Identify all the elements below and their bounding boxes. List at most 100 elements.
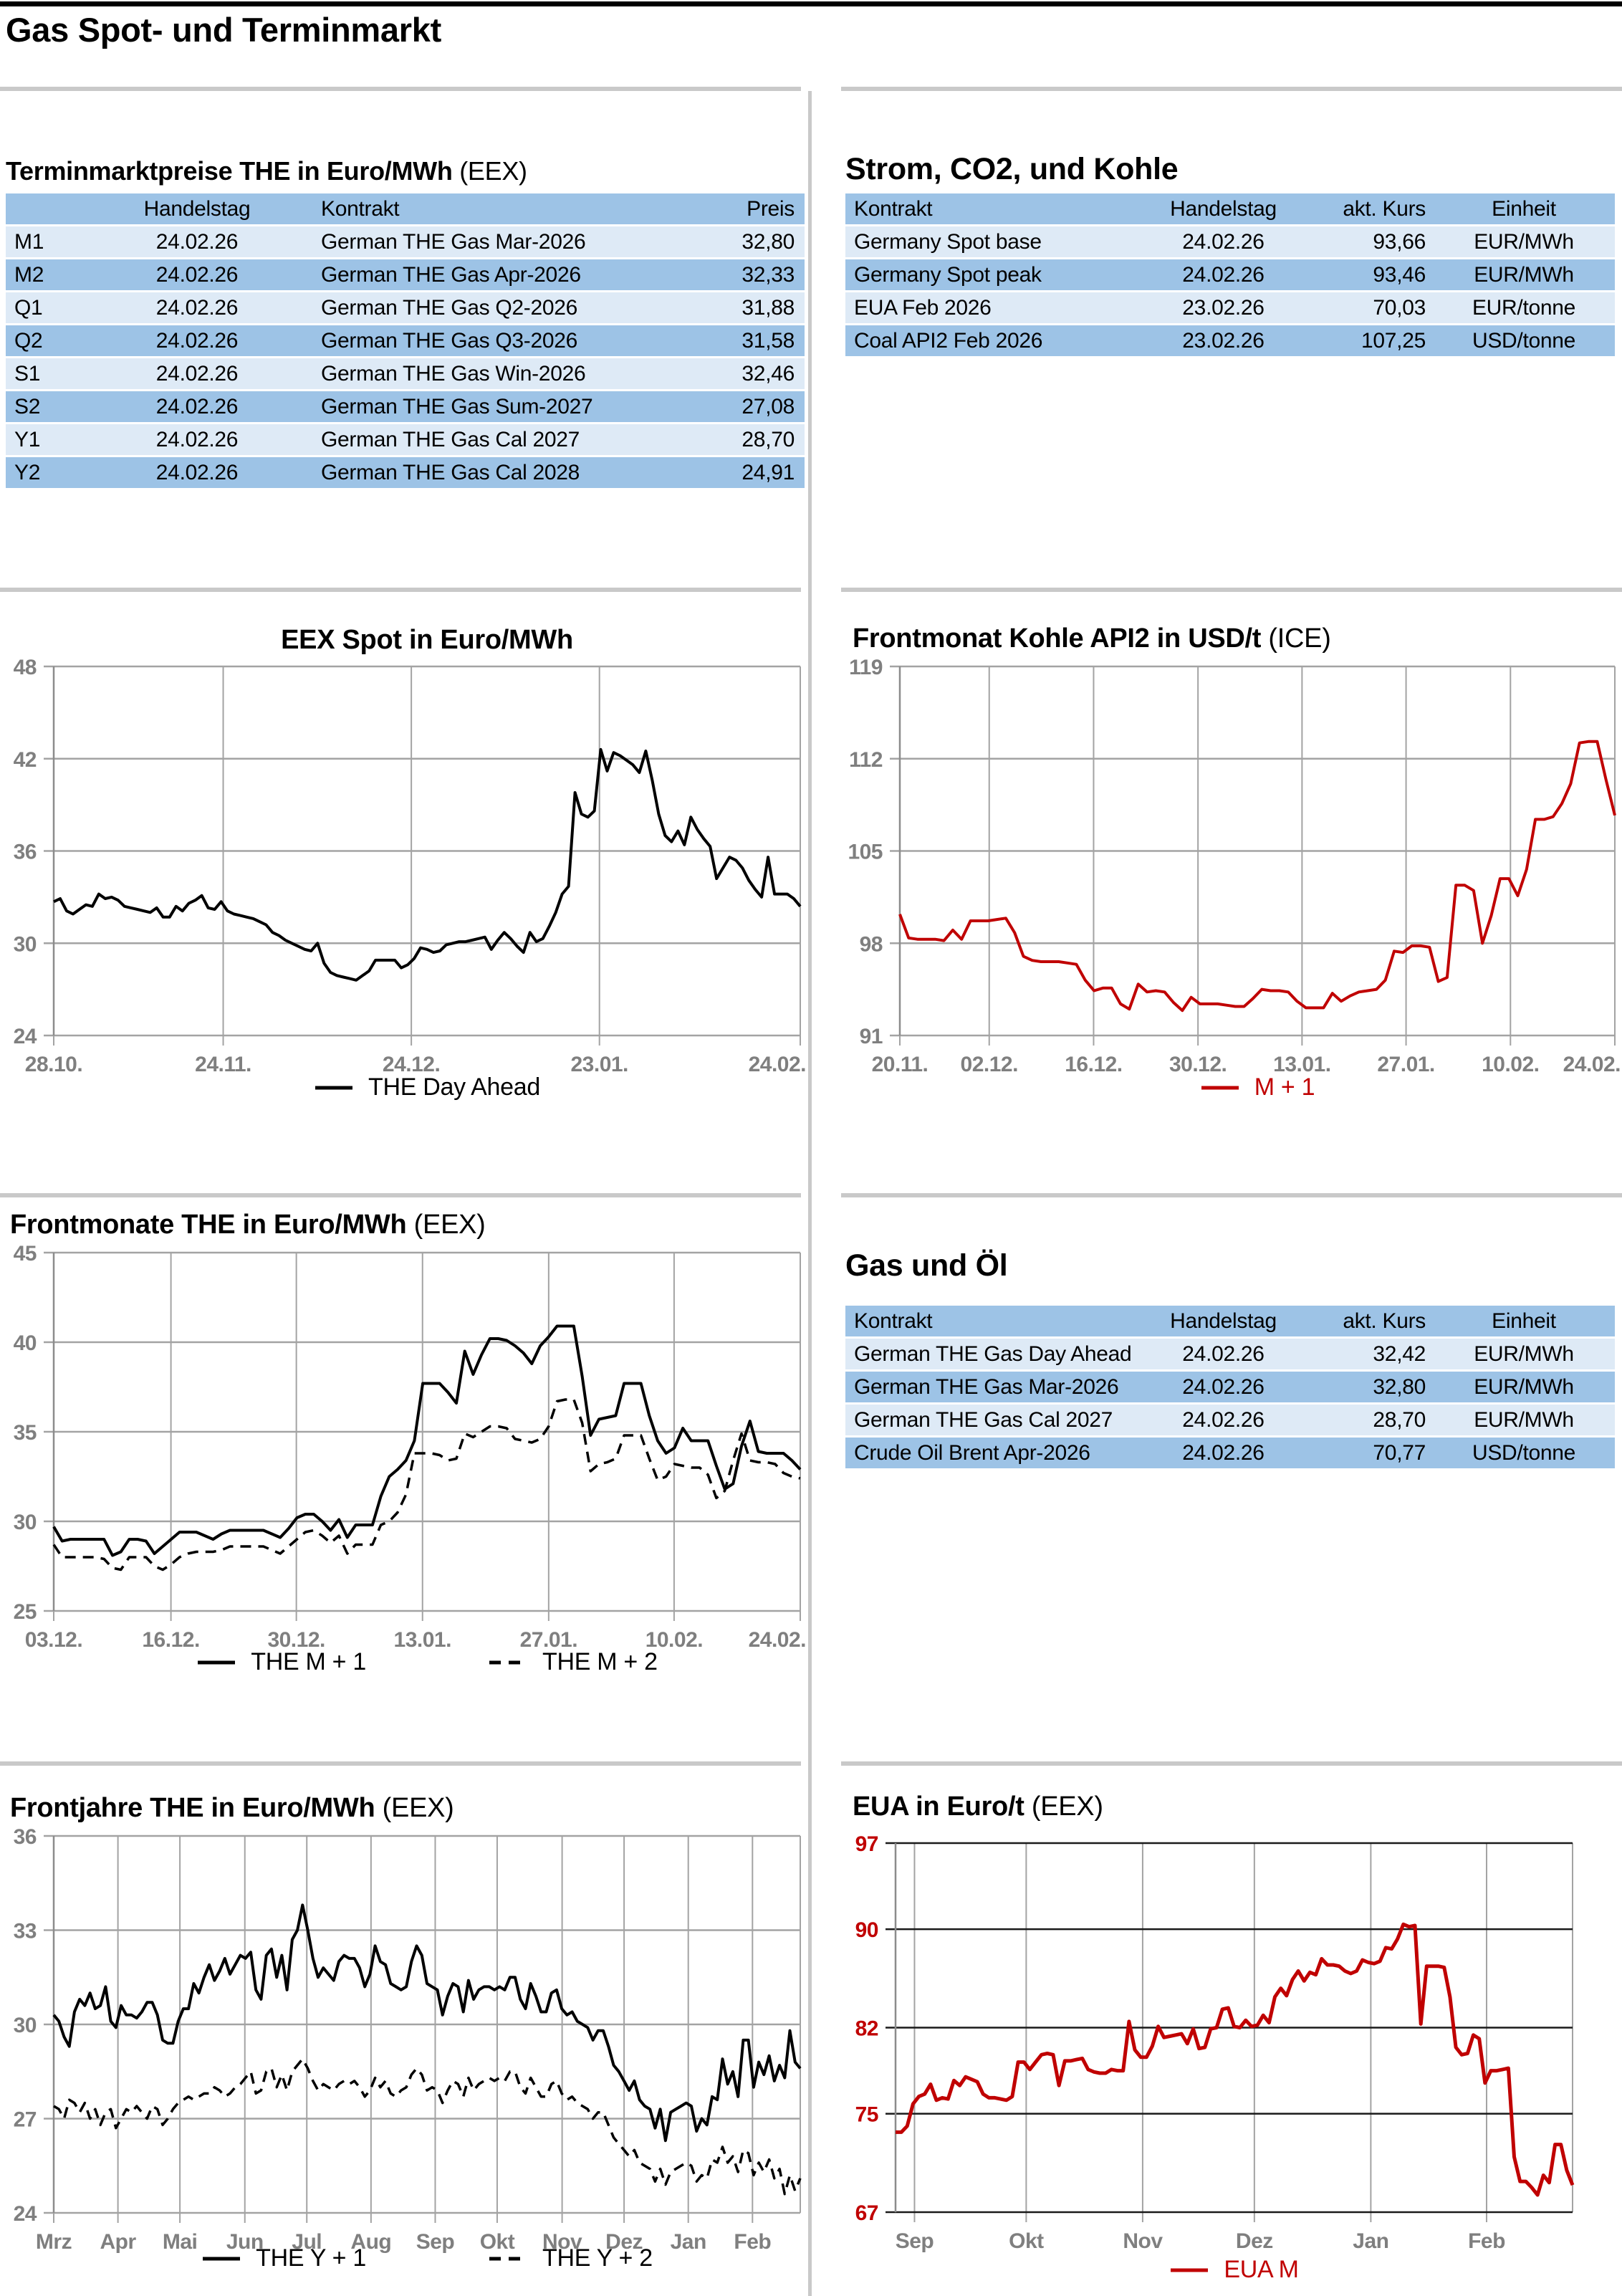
legend-item: THE M + 2 xyxy=(488,1648,658,1676)
legend-label: THE M + 2 xyxy=(542,1648,658,1675)
svg-text:105: 105 xyxy=(848,841,883,864)
terminmarkt-table: Handelstag Kontrakt Preis M1 24.02.26 German … xyxy=(6,193,805,490)
column-divider xyxy=(808,91,812,2296)
table-cell: 24.02.26 xyxy=(155,263,239,287)
table-cell: 28,70 xyxy=(1373,1408,1426,1432)
legend-swatch-line xyxy=(489,2257,527,2260)
table-row: Crude Oil Brent Apr-2026 24.02.26 70,77 USD… xyxy=(845,1438,1615,1468)
table-cell: 93,66 xyxy=(1373,230,1426,254)
table-cell: 31,58 xyxy=(742,329,795,353)
table-cell: 70,03 xyxy=(1373,296,1426,320)
column-header xyxy=(6,193,79,224)
section-divider xyxy=(841,588,1622,592)
table-row: EUA Feb 2026 23.02.26 70,03 EUR/tonne xyxy=(845,292,1615,323)
table-row: S2 24.02.26 German THE Gas Sum-2027 27,08 xyxy=(6,391,805,422)
table-cell: German THE Gas Cal 2028 xyxy=(321,461,580,484)
series-the-m-+-1 xyxy=(52,1324,802,1557)
frontmonate-the-chart: 03.12. 16.12. 30.12. 13.01. 27.01. 10.02. 24.0… xyxy=(14,1242,807,1652)
svg-text:Okt: Okt xyxy=(480,2230,515,2254)
column-header: Einheit xyxy=(1492,197,1556,221)
table-cell: German THE Gas Cal 2027 xyxy=(321,428,580,451)
gas-oel-section-title: Gas und Öl xyxy=(845,1248,1008,1283)
table-cell: EUR/tonne xyxy=(1472,296,1576,320)
table-cell: 24,91 xyxy=(742,461,795,484)
table-cell: 32,46 xyxy=(742,362,795,386)
svg-text:Dez: Dez xyxy=(1236,2229,1273,2253)
svg-text:40: 40 xyxy=(14,1331,37,1355)
kohle-api2-chart: 20.11. 02.12. 16.12. 30.12. 13.01. 27.01. 10.0… xyxy=(848,656,1621,1076)
table-cell: 31,88 xyxy=(742,296,795,320)
table-cell: Crude Oil Brent Apr-2026 xyxy=(854,1441,1090,1465)
svg-text:Jan: Jan xyxy=(671,2230,706,2254)
strom-co2-kohle-table: Kontrakt Handelstag akt. Kurs Einheit German… xyxy=(845,193,1615,358)
table-cell: USD/tonne xyxy=(1472,329,1576,353)
table-cell: M2 xyxy=(14,263,44,287)
table-cell: German THE Gas Q2-2026 xyxy=(321,296,577,320)
gas-oel-table: Kontrakt Handelstag akt. Kurs Einheit German… xyxy=(845,1306,1615,1470)
table-cell: EUA Feb 2026 xyxy=(854,296,992,320)
svg-text:24.02.: 24.02. xyxy=(749,1628,806,1652)
svg-text:27.01.: 27.01. xyxy=(1377,1053,1434,1076)
svg-text:45: 45 xyxy=(14,1242,37,1266)
table-cell: 23.02.26 xyxy=(1182,329,1265,353)
section-divider xyxy=(841,87,1622,91)
frontmonate-the-plot: 03.12. 16.12. 30.12. 13.01. 27.01. 10.02. 24.0… xyxy=(14,1242,807,1652)
legend-item: M + 1 xyxy=(1200,1073,1315,1101)
table-row: M2 24.02.26 German THE Gas Apr-2026 32,33 xyxy=(6,259,805,290)
series-the-day-ahead xyxy=(53,747,802,982)
svg-text:Feb: Feb xyxy=(734,2230,771,2254)
svg-text:27.01.: 27.01. xyxy=(520,1628,577,1652)
svg-text:16.12.: 16.12. xyxy=(142,1628,199,1652)
svg-text:10.02.: 10.02. xyxy=(646,1628,703,1652)
table-cell: EUR/MWh xyxy=(1474,1375,1574,1399)
kohle-chart-title: Frontmonat Kohle API2 in USD/t (ICE) xyxy=(853,623,1331,654)
legend-label: M + 1 xyxy=(1254,1073,1315,1101)
svg-text:36: 36 xyxy=(14,841,37,864)
table-cell: 32,80 xyxy=(742,230,795,254)
table-row: Germany Spot peak 24.02.26 93,46 EUR/MWh xyxy=(845,259,1615,290)
kohle-api2-chart-legend: M + 1 xyxy=(900,1073,1615,1101)
svg-text:30: 30 xyxy=(14,932,37,956)
table-cell: Y1 xyxy=(14,428,41,451)
eua-plot: Sep Okt Nov Dez Jan Feb 67 75 82 90 97 xyxy=(855,1832,1575,2253)
svg-text:02.12.: 02.12. xyxy=(961,1053,1018,1076)
table-row: Y2 24.02.26 German THE Gas Cal 2028 24,91 xyxy=(6,457,805,488)
svg-text:Sep: Sep xyxy=(896,2229,934,2253)
frontjahre-chart-title: Frontjahre THE in Euro/MWh (EEX) xyxy=(10,1793,454,1823)
column-header: Handelstag xyxy=(1170,1309,1277,1333)
svg-text:10.02.: 10.02. xyxy=(1482,1053,1539,1076)
table-cell: Germany Spot peak xyxy=(854,263,1042,287)
table-cell: 24.02.26 xyxy=(155,296,239,320)
table-cell: 24.02.26 xyxy=(1182,1441,1265,1465)
svg-text:25: 25 xyxy=(14,1600,37,1624)
column-header: Kontrakt xyxy=(854,197,933,221)
legend-label: EUA M xyxy=(1224,2256,1299,2283)
svg-text:30: 30 xyxy=(14,1511,37,1534)
svg-text:Mai: Mai xyxy=(163,2230,198,2254)
section-divider xyxy=(0,87,801,91)
legend-label: THE Day Ahead xyxy=(368,1073,540,1101)
legend-label: THE Y + 1 xyxy=(256,2244,366,2272)
svg-text:67: 67 xyxy=(855,2201,878,2225)
table-row: German THE Gas Day Ahead 24.02.26 32,42 EUR… xyxy=(845,1339,1615,1369)
svg-text:30.12.: 30.12. xyxy=(1169,1053,1227,1076)
table-cell: German THE Gas Apr-2026 xyxy=(321,263,581,287)
series-the-m-+-2 xyxy=(52,1398,801,1572)
table-header-row: Handelstag Kontrakt Preis xyxy=(6,193,805,224)
svg-text:24.02.: 24.02. xyxy=(749,1053,806,1076)
series-m-+-1 xyxy=(898,740,1616,1013)
table-row: Germany Spot base 24.02.26 93,66 EUR/MWh xyxy=(845,226,1615,257)
table-row: German THE Gas Cal 2027 24.02.26 28,70 EUR/… xyxy=(845,1405,1615,1435)
legend-swatch-line xyxy=(489,1660,527,1664)
eex-spot-plot: 28.10. 24.11. 24.12. 23.01. 24.02. 24 30 36 42 48 xyxy=(14,656,807,1076)
svg-text:28.10.: 28.10. xyxy=(25,1053,82,1076)
table-cell: 32,33 xyxy=(742,263,795,287)
table-cell: 24.02.26 xyxy=(1182,230,1265,254)
table-cell: S1 xyxy=(14,362,41,386)
svg-text:90: 90 xyxy=(855,1918,878,1942)
svg-text:91: 91 xyxy=(860,1025,883,1048)
table-row: German THE Gas Mar-2026 24.02.26 32,80 EUR/… xyxy=(845,1372,1615,1402)
table-cell: German THE Gas Mar-2026 xyxy=(321,230,586,254)
eua-chart-legend: EUA M xyxy=(896,2256,1573,2284)
eex-spot-chart-legend: THE Day Ahead xyxy=(54,1073,800,1101)
